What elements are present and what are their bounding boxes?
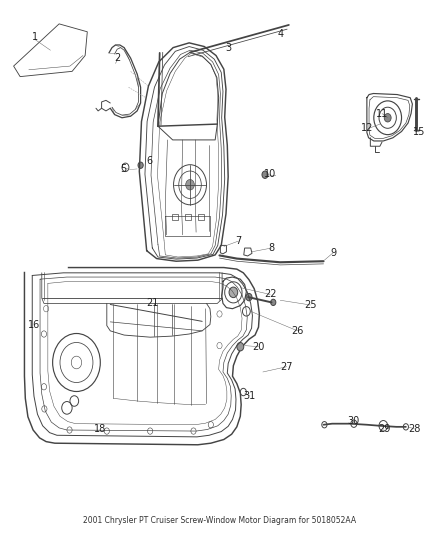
Text: 4: 4 <box>276 29 283 39</box>
Text: 9: 9 <box>329 248 336 258</box>
Text: 30: 30 <box>347 416 359 425</box>
Text: 11: 11 <box>375 109 387 118</box>
Circle shape <box>270 299 275 305</box>
Circle shape <box>261 171 268 179</box>
Text: 12: 12 <box>360 123 372 133</box>
Text: 3: 3 <box>225 43 231 53</box>
Text: 5: 5 <box>120 164 126 174</box>
Text: 16: 16 <box>28 319 40 329</box>
Text: 6: 6 <box>146 156 152 166</box>
Circle shape <box>236 342 243 351</box>
Text: 7: 7 <box>234 236 241 246</box>
Text: 8: 8 <box>268 243 274 253</box>
Text: 18: 18 <box>94 424 106 434</box>
Text: 27: 27 <box>280 362 292 372</box>
Text: 2001 Chrysler PT Cruiser Screw-Window Motor Diagram for 5018052AA: 2001 Chrysler PT Cruiser Screw-Window Mo… <box>83 516 355 525</box>
Text: 31: 31 <box>243 391 255 401</box>
Circle shape <box>185 180 194 190</box>
Circle shape <box>229 287 237 297</box>
Text: 20: 20 <box>252 342 264 352</box>
Text: 28: 28 <box>407 424 420 434</box>
Text: 2: 2 <box>114 53 120 63</box>
Text: 25: 25 <box>304 300 316 310</box>
Circle shape <box>383 114 390 122</box>
Text: 21: 21 <box>146 298 158 309</box>
Circle shape <box>245 293 251 301</box>
Circle shape <box>138 162 143 168</box>
Text: 29: 29 <box>377 424 389 434</box>
Text: 1: 1 <box>32 32 38 42</box>
Text: 26: 26 <box>291 326 303 336</box>
Text: 10: 10 <box>264 168 276 179</box>
Text: 22: 22 <box>263 289 276 300</box>
Text: 15: 15 <box>412 127 424 137</box>
